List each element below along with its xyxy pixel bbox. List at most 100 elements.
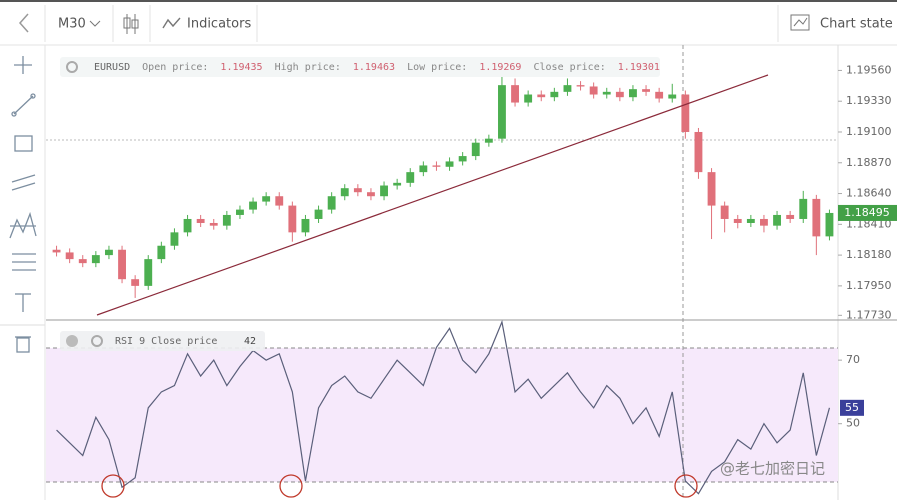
y-tick-label: 1.17730 — [846, 308, 892, 321]
candle-body — [249, 201, 257, 210]
close-value: 1.19301 — [618, 62, 660, 73]
candle-body — [118, 249, 126, 280]
candle-body — [524, 94, 533, 103]
ohlc-legend — [60, 57, 660, 77]
current-price-tag — [838, 204, 897, 221]
close-label: Close price: — [534, 62, 606, 73]
candle-body — [773, 214, 781, 226]
candle-body — [642, 89, 650, 92]
low-label: Low price: — [407, 62, 467, 73]
candle-body — [694, 131, 703, 173]
highlight-circle — [674, 474, 698, 498]
watermark: @老七加密日记 — [720, 460, 825, 478]
candle-body — [393, 182, 402, 186]
highlight-circle — [279, 474, 303, 498]
candle-body — [380, 185, 388, 197]
rsi-line — [56, 319, 831, 495]
rsi-band — [46, 348, 838, 482]
candle-body — [131, 279, 140, 286]
candle-body — [825, 212, 834, 237]
candle-body — [655, 91, 664, 99]
close-indicator-button[interactable] — [66, 335, 78, 347]
candle-body — [52, 249, 61, 253]
candle-body — [340, 188, 349, 197]
candle-body — [105, 249, 113, 256]
text-tool[interactable] — [15, 293, 31, 312]
pattern-tool[interactable] — [9, 211, 37, 239]
chart-state-icon-line — [793, 17, 808, 27]
candle-body — [367, 192, 375, 197]
rsi-value-label: 55 — [845, 401, 859, 414]
candle-body — [196, 218, 205, 223]
candle-body — [353, 188, 362, 193]
candle-body — [170, 232, 179, 246]
candle-body — [458, 156, 467, 162]
indicators-button[interactable]: Indicators — [187, 17, 251, 32]
rectangle-tool[interactable] — [14, 135, 33, 152]
y-tick-label: 1.18180 — [846, 248, 892, 261]
candle-body — [406, 172, 415, 183]
channel-tool[interactable] — [11, 174, 36, 191]
rsi-title: RSI 9 Close price — [115, 336, 217, 347]
line-tool[interactable] — [11, 93, 36, 117]
candle-body — [144, 259, 153, 286]
chart-state-button[interactable]: Chart state — [820, 17, 893, 32]
back-button[interactable] — [18, 13, 29, 33]
y-tick-label: 1.18640 — [846, 187, 892, 200]
candle-body — [91, 255, 100, 264]
candle-body — [301, 218, 310, 233]
fib-tool[interactable] — [12, 253, 36, 271]
candle-body — [65, 252, 74, 260]
candle-body — [563, 85, 572, 92]
chart-type-button[interactable] — [123, 14, 139, 34]
delete-tool[interactable] — [15, 336, 31, 353]
settings-icon[interactable] — [66, 61, 78, 73]
rsi-value-tag — [840, 399, 864, 416]
dropdown-caret — [89, 20, 101, 27]
candle-body — [589, 86, 598, 95]
candle-body — [288, 205, 297, 233]
timeframe-button[interactable]: M30 — [58, 17, 86, 32]
highlight-circle — [101, 474, 125, 498]
candle-body — [236, 209, 244, 215]
candle-body — [498, 85, 506, 139]
candle-body — [615, 91, 624, 98]
top-border — [0, 0, 897, 2]
y-tick-label: 70 — [846, 353, 860, 366]
rsi-pane: 70 50 55 — [56, 319, 864, 495]
candle-body — [550, 91, 559, 98]
candle-body — [511, 85, 519, 103]
candle-body — [484, 138, 493, 143]
current-price-label: 1.18495 — [844, 206, 890, 219]
candle-body — [668, 94, 677, 99]
candle-body — [537, 94, 546, 98]
candle-body — [275, 196, 284, 206]
candle-body — [733, 218, 742, 223]
candle-body — [576, 85, 585, 87]
candle-body — [419, 165, 428, 173]
candle-body — [445, 161, 454, 167]
candle-body — [262, 196, 271, 202]
rsi-settings-icon[interactable] — [91, 335, 103, 347]
candle-body — [812, 198, 821, 237]
ohlc-legend-text: EURUSD Open price: 1.19435 High price: 1… — [94, 62, 660, 73]
candle-body — [720, 205, 729, 219]
y-tick-label: 1.17950 — [846, 279, 892, 292]
rsi-readout: 42 — [244, 336, 256, 347]
candle-body — [681, 94, 690, 132]
trend-line[interactable] — [96, 74, 769, 316]
candle-body — [209, 222, 218, 226]
candle-body — [157, 245, 166, 260]
candle-body — [786, 214, 795, 219]
candle-body — [746, 218, 755, 223]
candle-body — [707, 172, 716, 206]
candle-body — [222, 214, 231, 226]
candle-body — [760, 218, 768, 226]
candle-body — [78, 259, 87, 264]
crosshair-tool[interactable] — [14, 56, 32, 74]
candle-body — [314, 209, 323, 219]
high-value: 1.19463 — [353, 62, 395, 73]
candle-body — [432, 165, 441, 167]
rsi-legend — [60, 331, 265, 351]
